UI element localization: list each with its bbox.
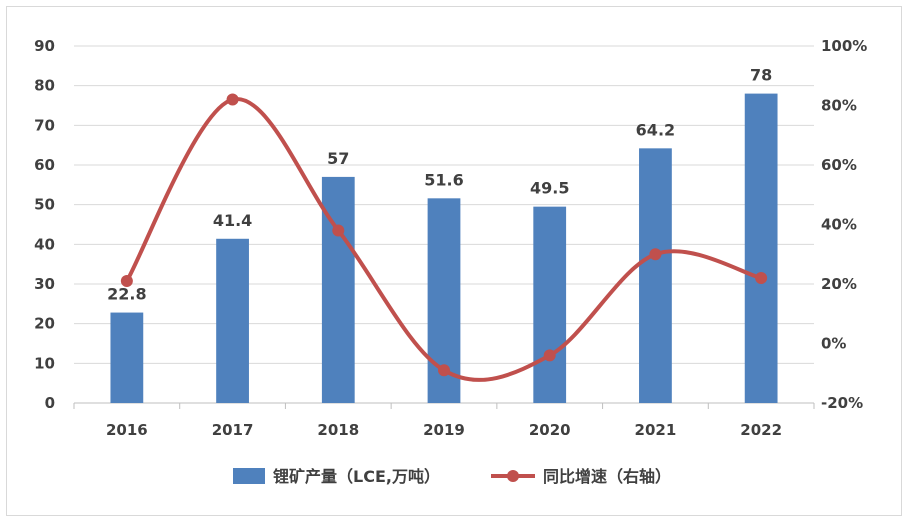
left-y-tick-label: 70 [34, 116, 55, 134]
right-y-tick-label: -20% [821, 394, 863, 412]
left-y-tick-label: 50 [34, 196, 55, 214]
right-y-tick-label: 20% [821, 275, 857, 293]
legend-bar-swatch [233, 468, 265, 484]
growth-point [543, 349, 556, 362]
bar [110, 312, 144, 403]
bar-data-label: 57 [327, 149, 349, 168]
bar [533, 206, 567, 403]
growth-point [755, 272, 768, 285]
growth-point [120, 275, 133, 288]
x-tick-label: 2016 [106, 421, 148, 439]
chart-svg: 2016 2017 2018 2019 2020 2021 2022 0 10 20 30 40 50… [34, 37, 867, 486]
bar [639, 148, 672, 403]
right-y-tick-label: 40% [821, 216, 857, 234]
right-y-tick-label: 80% [821, 97, 857, 115]
bar-data-label: 64.2 [636, 120, 675, 139]
left-y-tick-label: 80 [34, 77, 55, 95]
growth-point [226, 93, 239, 106]
growth-point [649, 248, 662, 261]
bar [216, 238, 249, 403]
left-y-axis: 0 10 20 30 40 50 60 70 80 90 [34, 37, 55, 412]
right-y-tick-label: 60% [821, 156, 857, 174]
right-y-tick-label: 100% [821, 37, 867, 55]
bar-data-labels: 22.8 41.4 57 51.6 49.5 64.2 78 [107, 66, 772, 304]
bar-data-label: 22.8 [107, 285, 146, 304]
right-y-axis: -20% 0% 20% 40% 60% 80% 100% [821, 37, 867, 412]
right-y-tick-label: 0% [821, 335, 846, 353]
x-tick-label: 2019 [423, 421, 465, 439]
legend-line-label: 同比增速（右轴） [543, 467, 671, 486]
bar-data-label: 51.6 [424, 170, 463, 189]
x-tick-label: 2018 [317, 421, 359, 439]
x-tick-label: 2020 [529, 421, 571, 439]
bar-data-label: 78 [750, 66, 772, 85]
left-y-tick-label: 0 [45, 394, 55, 412]
chart-frame: 2016 2017 2018 2019 2020 2021 2022 0 10 20 30 40 50… [6, 6, 902, 516]
left-y-tick-label: 20 [34, 315, 55, 333]
left-y-tick-label: 30 [34, 275, 55, 293]
growth-point [332, 224, 345, 237]
growth-line [124, 97, 764, 382]
x-tick-label: 2021 [635, 421, 677, 439]
left-y-tick-label: 10 [34, 354, 55, 372]
x-tick-label: 2022 [740, 421, 782, 439]
left-y-tick-label: 60 [34, 156, 55, 174]
legend-line-marker [507, 470, 519, 482]
bar-data-label: 49.5 [530, 179, 569, 198]
growth-point [438, 364, 450, 377]
bar-series [110, 93, 778, 403]
growth-line-series [120, 93, 768, 382]
legend: 锂矿产量（LCE,万吨） 同比增速（右轴） [233, 467, 671, 486]
x-tick-label: 2017 [212, 421, 254, 439]
left-y-tick-label: 90 [34, 37, 55, 55]
bar-data-label: 41.4 [213, 211, 252, 230]
legend-bar-label: 锂矿产量（LCE,万吨） [273, 467, 440, 486]
x-axis: 2016 2017 2018 2019 2020 2021 2022 [73, 403, 815, 439]
bar [744, 93, 778, 403]
left-y-tick-label: 40 [34, 235, 55, 253]
